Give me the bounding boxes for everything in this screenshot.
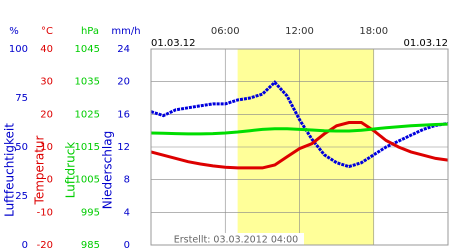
x-tick-label: 12:00 [285, 26, 314, 37]
y-tick-label: 1045 [75, 44, 100, 55]
axis-unit: % [9, 26, 19, 37]
series-line [150, 80, 449, 169]
date-left: 01.03.12 [151, 38, 196, 49]
axis-label: Luftdruck [64, 142, 78, 199]
axis-unit: °C [41, 26, 53, 37]
y-tick-label: -10 [37, 207, 53, 218]
y-tick-label: 20 [117, 77, 130, 88]
date-right: 01.03.12 [403, 38, 448, 49]
y-tick-label: 50 [15, 142, 28, 153]
y-tick-label: 0 [22, 240, 28, 250]
y-tick-label: 100 [9, 44, 28, 55]
series-line [150, 121, 449, 170]
y-tick-label: 1025 [75, 109, 100, 120]
y-tick-label: 40 [40, 44, 53, 55]
y-tick-label: 16 [117, 109, 130, 120]
y-tick-label: 1005 [75, 175, 100, 186]
y-tick-label: 1015 [75, 142, 100, 153]
y-tick-label: 985 [81, 240, 100, 250]
y-tick-label: 0 [47, 175, 53, 186]
footer-bg [168, 233, 304, 246]
y-tick-label: 20 [40, 109, 53, 120]
axis-label: Niederschlag [101, 131, 115, 209]
axis-label: Temperatur [33, 135, 47, 205]
series-line [150, 122, 449, 136]
y-tick-label: 25 [15, 191, 28, 202]
y-tick-label: 10 [40, 142, 53, 153]
y-tick-label: 4 [124, 207, 130, 218]
footer: Erstellt: 03.03.2012 04:00 [174, 235, 298, 246]
axis-unit: hPa [81, 26, 99, 37]
x-tick-label: 06:00 [211, 26, 240, 37]
y-tick-label: -20 [37, 240, 53, 250]
y-tick-label: 8 [124, 175, 130, 186]
y-tick-label: 12 [117, 142, 130, 153]
y-tick-label: 1035 [75, 77, 100, 88]
y-tick-label: 75 [15, 93, 28, 104]
y-tick-label: 24 [117, 44, 130, 55]
y-tick-label: 995 [81, 207, 100, 218]
y-tick-label: 0 [124, 240, 130, 250]
axis-label: Luftfeuchtigkeit [3, 123, 17, 217]
plot-border [150, 48, 449, 246]
x-tick-label: 18:00 [359, 26, 388, 37]
y-tick-label: 30 [40, 77, 53, 88]
axis-unit: mm/h [111, 26, 140, 37]
